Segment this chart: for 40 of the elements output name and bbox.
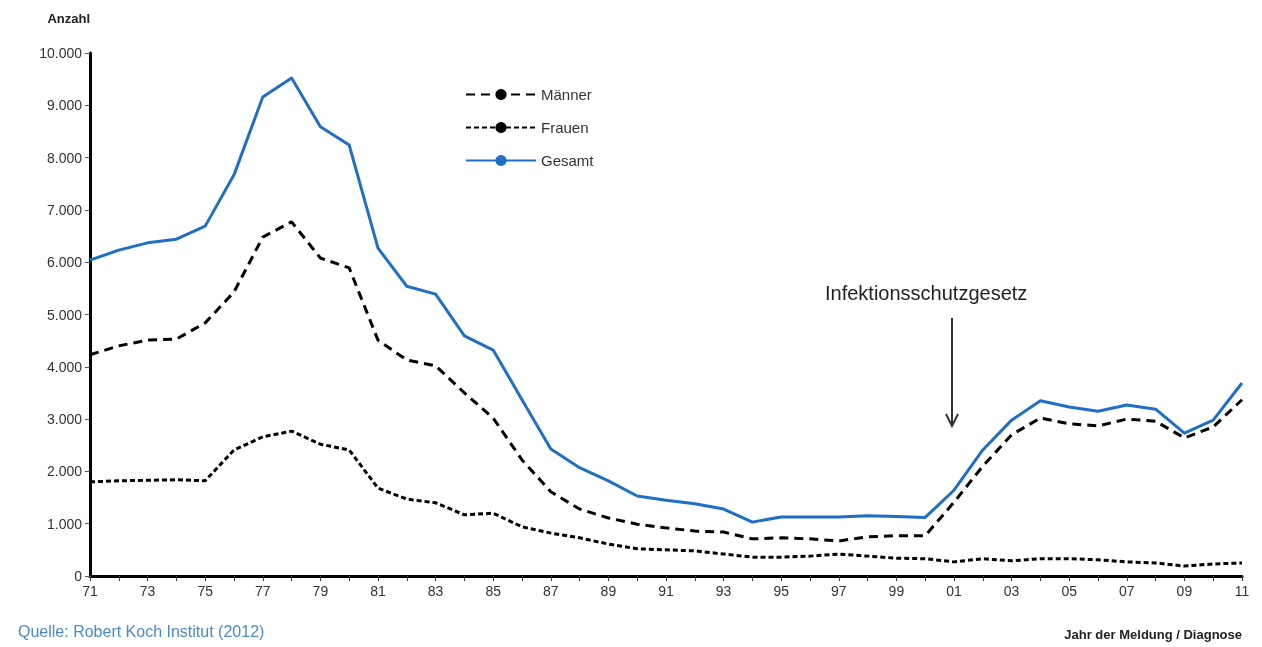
x-tick-label: 97 <box>831 583 847 599</box>
y-tick-label: 10.000 <box>39 45 83 61</box>
y-tick-label: 9.000 <box>46 97 83 114</box>
x-tick-label: 77 <box>255 583 271 599</box>
y-tick-label: 7.000 <box>46 201 83 218</box>
x-axis-title: Jahr der Meldung / Diagnose <box>1064 627 1242 642</box>
y-axis-title: Anzahl <box>47 11 90 26</box>
x-tick-label: 87 <box>543 583 559 599</box>
legend-label: Männer <box>541 86 592 103</box>
x-tick-label: 91 <box>658 583 674 599</box>
x-tick-label: 07 <box>1119 583 1135 599</box>
y-tick-label: 2.000 <box>46 463 83 480</box>
x-tick-label: 89 <box>600 583 617 599</box>
x-tick-label: 09 <box>1176 583 1193 599</box>
annotation: Infektionsschutzgesetz <box>825 282 1028 304</box>
x-tick-label: 93 <box>715 583 732 599</box>
x-tick-label: 73 <box>139 583 156 599</box>
y-tick-label: 0 <box>74 568 83 584</box>
y-tick-label: 3.000 <box>46 411 83 428</box>
source-note: Quelle: Robert Koch Institut (2012) <box>18 622 265 640</box>
x-tick-label: 71 <box>82 583 98 599</box>
legend-label: Gesamt <box>541 152 595 169</box>
y-tick-label: 5.000 <box>46 306 83 323</box>
y-tick-label: 6.000 <box>46 254 83 271</box>
x-tick-label: 01 <box>946 583 962 599</box>
x-tick-label: 79 <box>312 583 329 599</box>
x-tick-label: 95 <box>773 583 790 599</box>
line-series <box>88 76 1244 524</box>
y-tick-label: 8.000 <box>46 149 83 166</box>
y-tick-label: 1.000 <box>46 515 83 532</box>
legend-label: Frauen <box>541 119 589 136</box>
x-tick-label: 75 <box>197 583 214 599</box>
x-tick-label: 83 <box>427 583 444 599</box>
x-tick-label: 03 <box>1003 583 1020 599</box>
x-tick-label: 85 <box>485 583 502 599</box>
x-tick-label: 05 <box>1061 583 1078 599</box>
x-tick-label: 99 <box>888 583 905 599</box>
x-tick-label: 11 <box>1234 583 1250 599</box>
x-tick-label: 81 <box>370 583 386 599</box>
y-tick-label: 4.000 <box>46 358 83 375</box>
